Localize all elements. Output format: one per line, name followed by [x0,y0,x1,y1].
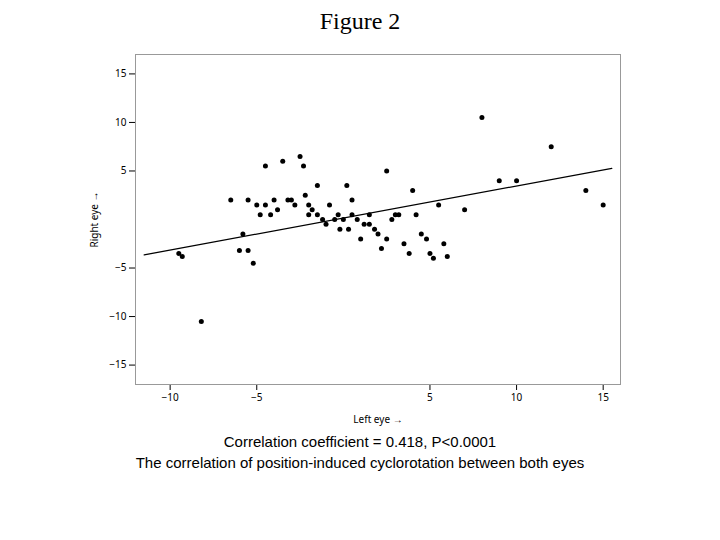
svg-text:5: 5 [427,390,433,404]
svg-text:15: 15 [115,66,127,80]
html-text:Figure 2: Figure 2 [319,8,401,34]
svg-text:15: 15 [597,390,609,404]
svg-text:10: 10 [511,390,523,404]
svg-text:−5: −5 [115,260,127,274]
svg-text:10: 10 [115,115,127,129]
svg-text:−15: −15 [109,357,126,371]
svg-text:−10: −10 [162,390,179,404]
svg-text:Left eye →: Left eye → [353,412,402,426]
svg-text:−10: −10 [109,309,126,323]
svg-text:−5: −5 [251,390,263,404]
svg-text:5: 5 [121,163,127,177]
svg-text:Right eye →: Right eye → [87,191,101,247]
html-text:Correlation coefficient = 0.41: Correlation coefficient = 0.418, P<0.000… [223,433,497,450]
html-text:The correlation of position-in: The correlation of position-induced cycl… [135,454,585,471]
